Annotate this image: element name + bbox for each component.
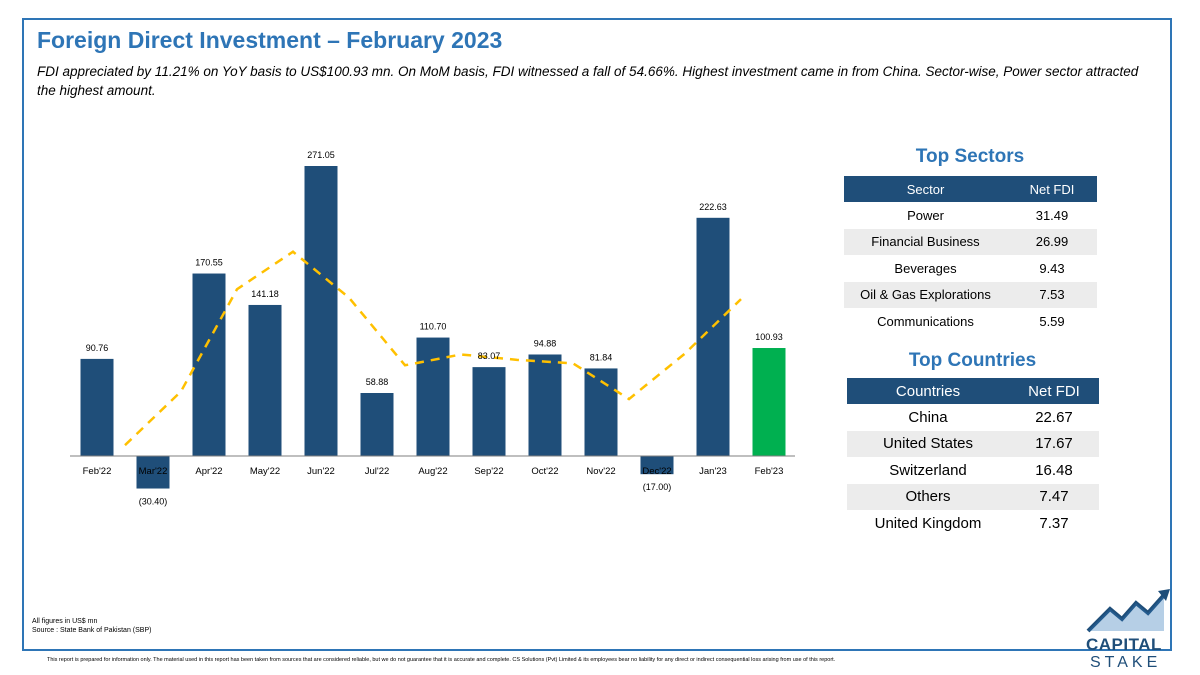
table-row: Power 31.49 bbox=[844, 202, 1097, 229]
chart-bar bbox=[584, 368, 618, 456]
country-value: 7.37 bbox=[1039, 514, 1069, 532]
sector-name: Power bbox=[907, 207, 944, 223]
disclaimer-text: This report is prepared for information … bbox=[47, 657, 836, 663]
chart-bar bbox=[248, 304, 282, 456]
column-header-sector: Sector bbox=[844, 176, 1007, 202]
page-subtitle: FDI appreciated by 11.21% on YoY basis t… bbox=[37, 64, 1139, 98]
table-row: Others 7.47 bbox=[847, 483, 1099, 510]
country-value: 16.48 bbox=[1035, 461, 1073, 479]
chart-bar bbox=[528, 354, 562, 456]
x-tick-label: Jan'23 bbox=[699, 466, 727, 477]
table-row: Beverages 9.43 bbox=[844, 255, 1097, 282]
units-note: All figures in US$ mn bbox=[32, 618, 98, 625]
chart-bar bbox=[80, 358, 114, 456]
x-tick-label: Oct'22 bbox=[531, 466, 558, 477]
table-row: Switzerland 16.48 bbox=[847, 457, 1099, 484]
country-value: 7.47 bbox=[1009, 483, 1099, 510]
chart-bar bbox=[752, 348, 786, 456]
sector-value: 9.43 bbox=[1039, 260, 1065, 276]
logo-text-stake: STAKE bbox=[1090, 654, 1162, 671]
sector-name: Oil & Gas Explorations bbox=[844, 281, 1007, 308]
chart-bar bbox=[304, 166, 338, 456]
column-header-net-fdi: Net FDI bbox=[1009, 378, 1099, 404]
data-label: 90.76 bbox=[86, 343, 109, 353]
data-label: 222.63 bbox=[699, 202, 727, 212]
x-tick-label: Nov'22 bbox=[586, 466, 615, 477]
country-name: United States bbox=[847, 430, 1009, 457]
x-tick-label: May'22 bbox=[250, 466, 280, 477]
sector-value: 26.99 bbox=[1007, 228, 1097, 255]
data-label: 141.18 bbox=[251, 289, 279, 299]
top-countries-table: Countries Net FDI China 22.67 United Stat… bbox=[847, 378, 1099, 537]
sector-name: Communications bbox=[877, 313, 974, 329]
country-value: 17.67 bbox=[1009, 430, 1099, 457]
data-label: 170.55 bbox=[195, 258, 223, 268]
column-header-countries: Countries bbox=[847, 378, 1009, 404]
data-label: 83.07 bbox=[478, 351, 501, 361]
trend-line bbox=[124, 250, 742, 447]
data-label: (30.40) bbox=[139, 497, 168, 507]
chart-bar bbox=[640, 456, 674, 475]
table-row: Financial Business 26.99 bbox=[844, 228, 1097, 255]
country-name: China bbox=[908, 408, 948, 426]
x-tick-label: Sep'22 bbox=[474, 466, 503, 477]
table-row: China 22.67 bbox=[847, 404, 1099, 431]
x-tick-label: Feb'23 bbox=[755, 466, 784, 477]
chart-bar bbox=[472, 367, 506, 456]
x-tick-label: Apr'22 bbox=[195, 466, 222, 477]
table-row: Communications 5.59 bbox=[844, 308, 1097, 335]
source-note: Source : State Bank of Pakistan (SBP) bbox=[32, 627, 152, 634]
data-label: 58.88 bbox=[366, 377, 389, 387]
x-tick-label: Aug'22 bbox=[418, 466, 447, 477]
table-row: Oil & Gas Explorations 7.53 bbox=[844, 281, 1097, 308]
sector-value: 31.49 bbox=[1035, 207, 1069, 223]
data-label: 271.05 bbox=[307, 150, 335, 160]
top-sectors-title: Top Sectors bbox=[915, 146, 1025, 167]
sector-value: 5.59 bbox=[1039, 313, 1065, 329]
table-header-row: Sector Net FDI bbox=[844, 176, 1097, 202]
logo-text-capital: CAPITAL bbox=[1086, 635, 1162, 654]
data-label: 110.70 bbox=[420, 322, 447, 332]
x-tick-label: Mar'22 bbox=[139, 466, 168, 477]
x-tick-label: Jun'22 bbox=[307, 466, 335, 477]
table-row: United States 17.67 bbox=[847, 430, 1099, 457]
chart-bar bbox=[136, 456, 170, 489]
table-header-row: Countries Net FDI bbox=[847, 378, 1099, 404]
data-label: (17.00) bbox=[643, 482, 672, 492]
top-countries-title: Top Countries bbox=[908, 350, 1037, 371]
data-label: 100.93 bbox=[755, 332, 783, 342]
data-label: 81.84 bbox=[590, 352, 613, 362]
country-name: Others bbox=[847, 483, 1009, 510]
top-sectors-table: Sector Net FDI Power 31.49 Financial Busi… bbox=[844, 176, 1097, 335]
country-value: 22.67 bbox=[1035, 408, 1073, 426]
x-tick-label: Feb'22 bbox=[83, 466, 112, 477]
page-title: Foreign Direct Investment – February 202… bbox=[37, 27, 503, 53]
table-row: United Kingdom 7.37 bbox=[847, 510, 1099, 537]
chart-bar bbox=[192, 273, 226, 456]
x-tick-label: Jul'22 bbox=[365, 466, 390, 477]
sector-value: 7.53 bbox=[1007, 281, 1097, 308]
content-frame bbox=[22, 18, 1172, 651]
chart-bar bbox=[416, 337, 450, 456]
capital-stake-logo-icon bbox=[1086, 587, 1170, 635]
sector-name: Beverages bbox=[894, 260, 957, 276]
data-label: 94.88 bbox=[534, 338, 557, 348]
country-name: Switzerland bbox=[889, 461, 967, 479]
x-tick-label: Dec'22 bbox=[642, 466, 671, 477]
column-header-net-fdi: Net FDI bbox=[1007, 176, 1097, 202]
chart-bar bbox=[360, 393, 394, 456]
sector-name: Financial Business bbox=[844, 228, 1007, 255]
country-name: United Kingdom bbox=[874, 514, 982, 532]
